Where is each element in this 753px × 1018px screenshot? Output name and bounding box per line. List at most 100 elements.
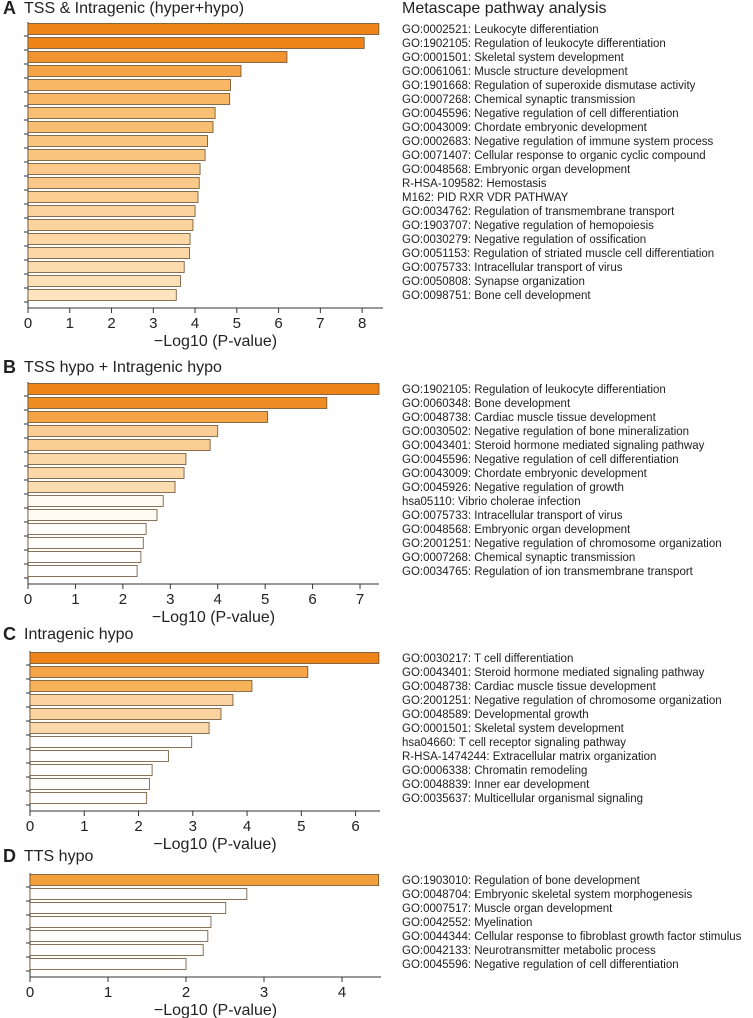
x-tick-label: 5: [297, 818, 305, 835]
bar: [27, 439, 211, 451]
bar: [29, 944, 204, 956]
bar: [29, 666, 309, 678]
bar: [29, 792, 148, 804]
category-label: GO:0075733: Intracellular transport of v…: [402, 510, 623, 522]
x-tick-label: 1: [66, 315, 74, 332]
x-tick-label: 0: [24, 591, 32, 608]
bar: [27, 135, 208, 147]
bar: [27, 495, 164, 507]
category-label: GO:0030279: Negative regulation of ossif…: [402, 234, 646, 246]
category-label: hsa04660: T cell receptor signaling path…: [402, 737, 626, 749]
panel-title: TTS hypo: [24, 848, 93, 865]
x-axis-label: −Log10 (P-value): [153, 836, 276, 853]
bar: [29, 708, 222, 720]
category-label: GO:0007268: Chemical synaptic transmissi…: [402, 94, 635, 106]
x-tick-label: 7: [316, 315, 324, 332]
x-tick-label: 3: [149, 315, 157, 332]
x-tick-label: 5: [261, 591, 269, 608]
category-label: GO:0045596: Negative regulation of cell …: [402, 108, 679, 120]
category-label: M162: PID RXR VDR PATHWAY: [402, 192, 569, 204]
category-label: GO:0043009: Chordate embryonic developme…: [402, 122, 648, 134]
category-label: GO:0045596: Negative regulation of cell …: [402, 959, 679, 971]
category-label: hsa05110: Vibrio cholerae infection: [402, 496, 581, 508]
category-label: GO:0075733: Intracellular transport of v…: [402, 262, 623, 274]
panel-letter: C: [3, 624, 16, 644]
bar: [27, 247, 191, 259]
bar: [27, 261, 185, 273]
category-label: GO:0048568: Embryonic organ development: [402, 524, 631, 536]
bar: [29, 722, 210, 734]
bar: [27, 397, 328, 409]
category-label: GO:0034762: Regulation of transmembrane …: [402, 206, 675, 218]
category-label: GO:0043401: Steroid hormone mediated sig…: [402, 667, 705, 679]
bar: [27, 275, 181, 287]
x-tick-label: 0: [26, 818, 34, 835]
category-label: GO:0045926: Negative regulation of growt…: [402, 482, 624, 494]
category-label: GO:0007268: Chemical synaptic transmissi…: [402, 552, 635, 564]
category-label: GO:0045596: Negative regulation of cell …: [402, 454, 679, 466]
x-axis-label: −Log10 (P-value): [152, 609, 275, 626]
bar: [27, 23, 380, 35]
bar: [27, 163, 201, 175]
category-label: GO:0030502: Negative regulation of bone …: [402, 426, 689, 438]
category-label: GO:0098751: Bone cell development: [402, 290, 591, 302]
panel-letter: A: [3, 0, 16, 18]
bar: [27, 191, 199, 203]
x-tick-label: 1: [104, 984, 112, 1001]
category-label: GO:0061061: Muscle structure development: [402, 66, 628, 78]
bar: [27, 467, 185, 479]
bar: [29, 778, 150, 790]
bar: [29, 916, 212, 928]
category-label: GO:0044344: Cellular response to fibrobl…: [402, 931, 742, 943]
bar: [27, 481, 176, 493]
category-label: GO:0002521: Leukocyte differentiation: [402, 24, 599, 36]
bar: [29, 888, 248, 900]
bar: [27, 509, 158, 521]
bar: [27, 523, 147, 535]
x-tick-label: 0: [24, 315, 32, 332]
x-axis-label: −Log10 (P-value): [154, 1002, 277, 1018]
category-label: GO:0048839: Inner ear development: [402, 779, 590, 791]
category-label: GO:0001501: Skeletal system development: [402, 52, 625, 64]
category-label: GO:0002683: Negative regulation of immun…: [402, 136, 714, 148]
category-label: GO:0043009: Chordate embryonic developme…: [402, 468, 648, 480]
panel-title: Intragenic hypo: [24, 626, 134, 643]
x-tick-label: 1: [80, 818, 88, 835]
bar: [27, 107, 216, 119]
category-label: GO:0042552: Myelination: [402, 917, 532, 929]
x-tick-label: 2: [119, 591, 127, 608]
category-label: GO:0048704: Embryonic skeletal system mo…: [402, 889, 692, 901]
bar: [29, 750, 169, 762]
bar: [27, 65, 242, 77]
category-label: GO:0034765: Regulation of ion transmembr…: [402, 566, 694, 578]
bar: [27, 551, 142, 563]
bar: [27, 537, 144, 549]
bar: [27, 37, 365, 49]
panel-title: TSS & Intragenic (hyper+hypo): [24, 0, 244, 17]
category-label: GO:0006338: Chromatin remodeling: [402, 765, 587, 777]
category-label: GO:0050808: Synapse organization: [402, 276, 585, 288]
category-label: GO:1902105: Regulation of leukocyte diff…: [402, 38, 666, 50]
x-tick-label: 4: [191, 315, 199, 332]
bar: [29, 694, 234, 706]
category-label: GO:0048589: Developmental growth: [402, 709, 589, 721]
bar: [27, 93, 231, 105]
bar: [27, 121, 214, 133]
bar: [27, 453, 187, 465]
bar: [29, 764, 153, 776]
x-tick-label: 8: [358, 315, 366, 332]
category-label: GO:2001251: Negative regulation of chrom…: [402, 695, 722, 707]
category-label: GO:0071407: Cellular response to organic…: [402, 150, 706, 162]
category-label: GO:0042133: Neurotransmitter metabolic p…: [402, 945, 656, 957]
category-label: GO:1903010: Regulation of bone developme…: [402, 875, 641, 887]
bar: [27, 149, 206, 161]
x-tick-label: 6: [274, 315, 282, 332]
x-tick-label: 6: [351, 818, 359, 835]
x-tick-label: 6: [308, 591, 316, 608]
category-label: GO:0043401: Steroid hormone mediated sig…: [402, 440, 705, 452]
bar: [27, 79, 231, 91]
bar: [27, 177, 200, 189]
heading: Metascape pathway analysis: [402, 0, 607, 17]
x-tick-label: 7: [356, 591, 364, 608]
x-tick-label: 2: [134, 818, 142, 835]
